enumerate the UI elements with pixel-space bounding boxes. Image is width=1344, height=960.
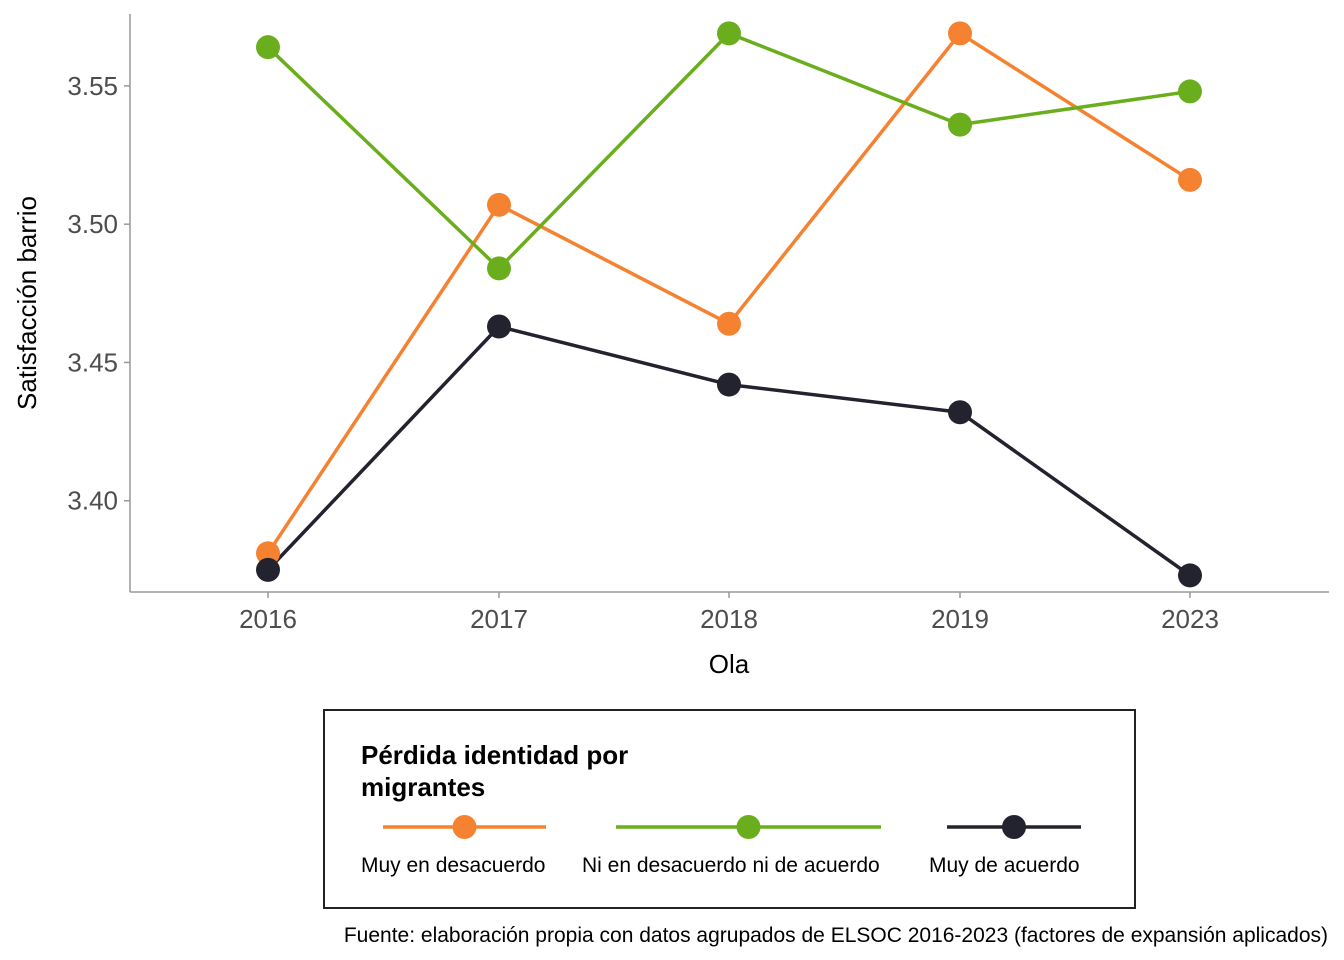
- series-line-3: [266, 324, 1192, 577]
- legend-keys: Muy en desacuerdo Ni en desacuerdo ni de …: [361, 815, 1081, 877]
- data-point-series-3: [487, 314, 511, 339]
- legend-box: [323, 709, 1136, 909]
- legend-title-line-1: Pérdida identidad por: [361, 740, 628, 770]
- legend-key-point: [1002, 815, 1026, 839]
- data-point-series-2: [717, 21, 741, 46]
- series-points: [256, 21, 1202, 588]
- legend-key-point: [736, 815, 761, 839]
- x-tick-label: 2017: [470, 604, 528, 634]
- series-line-2: [266, 31, 1191, 271]
- x-axis-title: Ola: [709, 649, 750, 679]
- data-point-series-2: [948, 112, 972, 137]
- legend: Pérdida identidad por migrantes Muy en d…: [323, 709, 1136, 909]
- legend-label: Muy de acuerdo: [929, 854, 1080, 877]
- y-axis-title: Satisfacción barrio: [12, 196, 42, 410]
- data-point-series-2: [256, 35, 280, 60]
- data-point-series-3: [717, 372, 741, 397]
- x-tick-label: 2018: [700, 604, 758, 634]
- legend-label: Ni en desacuerdo ni de acuerdo: [582, 854, 880, 877]
- data-point-series-2: [1178, 79, 1202, 104]
- legend-key-point: [452, 815, 477, 839]
- y-ticks: 3.40 3.45 3.50 3.55: [67, 71, 130, 516]
- data-point-series-3: [1178, 563, 1202, 588]
- data-point-series-1: [487, 192, 511, 217]
- data-point-series-1: [948, 21, 972, 46]
- y-tick-label: 3.40: [67, 486, 118, 516]
- data-point-series-1: [1178, 167, 1202, 192]
- caption: Fuente: elaboración propia con datos agr…: [344, 924, 1328, 947]
- x-tick-label: 2019: [931, 604, 989, 634]
- series-lines: [266, 31, 1192, 577]
- data-point-series-1: [256, 541, 280, 566]
- data-point-series-3: [948, 400, 972, 425]
- data-point-series-1: [717, 311, 741, 336]
- data-point-series-3: [256, 557, 280, 582]
- x-ticks: 2016 2017 2018 2019 2023: [239, 592, 1219, 634]
- legend-title-line-2: migrantes: [361, 772, 485, 802]
- axes: [129, 14, 1329, 593]
- y-tick-label: 3.50: [67, 209, 118, 239]
- x-tick-label: 2016: [239, 604, 297, 634]
- y-tick-label: 3.55: [67, 71, 118, 101]
- x-tick-label: 2023: [1161, 604, 1219, 634]
- data-point-series-2: [487, 256, 511, 281]
- y-tick-label: 3.45: [67, 347, 118, 377]
- legend-label: Muy en desacuerdo: [361, 854, 545, 877]
